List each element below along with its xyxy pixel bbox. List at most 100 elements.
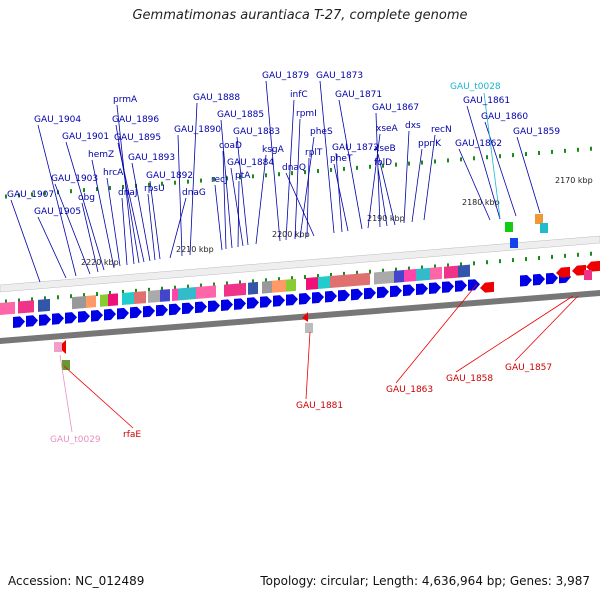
gene-label: GAU_1885 — [217, 110, 264, 120]
gene-arrow-reverse — [302, 312, 308, 322]
gene-arrow-forward — [143, 305, 155, 318]
leader-line — [65, 141, 105, 271]
leader-line — [411, 148, 423, 223]
leader-line — [377, 167, 388, 227]
gene-arrow-forward — [52, 313, 64, 325]
leader-line — [338, 99, 363, 230]
gene-arrow-forward — [403, 284, 415, 297]
gene-arrow-reverse — [556, 266, 570, 278]
gene-label: GAU_1895 — [114, 133, 161, 143]
label-leaders — [10, 80, 579, 433]
gene-label: dxs — [405, 121, 421, 131]
leader-line — [91, 159, 115, 269]
leader-line — [367, 133, 381, 229]
leader-line — [236, 136, 249, 246]
gene-arrow-forward — [247, 297, 259, 309]
gene-arrow-forward — [520, 274, 532, 287]
cog-band — [444, 265, 458, 279]
gene-label: ptA — [235, 171, 251, 181]
gene-label: rfaE — [123, 430, 141, 440]
feature-box — [62, 360, 70, 370]
cog-band — [306, 277, 318, 291]
gene-arrow-forward — [390, 285, 402, 298]
gene-label: GAU_1862 — [455, 139, 502, 149]
cog-band — [330, 272, 370, 289]
gene-label: recJ — [211, 175, 228, 185]
gene-arrow-forward — [533, 273, 545, 286]
gene-arrow-forward — [117, 307, 129, 320]
gene-label: prmA — [113, 95, 138, 105]
gene-arrow-forward — [26, 315, 38, 327]
leader-line — [403, 130, 410, 224]
leader-line — [149, 180, 161, 260]
leader-line — [169, 197, 187, 259]
leader-line — [484, 121, 517, 217]
gene-label: GAU_1907 — [7, 190, 54, 200]
leader-line — [117, 142, 145, 263]
cog-band — [122, 292, 134, 306]
scale-label: 2180 kbp — [462, 198, 500, 207]
leader-line — [189, 102, 198, 256]
feature-box — [305, 323, 313, 333]
map-title: Gemmatimonas aurantiaca T-27, complete g… — [132, 8, 468, 23]
leader-line — [115, 124, 140, 264]
gene-arrow-forward — [286, 294, 298, 306]
leader-line — [305, 331, 311, 400]
scale-label: 2220 kbp — [81, 258, 119, 267]
gene-label: GAU_1903 — [51, 174, 98, 184]
feature-box — [535, 214, 543, 224]
gene-label: infC — [290, 90, 308, 100]
leader-line — [458, 148, 491, 221]
gene-label: GAU_1893 — [128, 153, 175, 163]
leader-line — [335, 152, 343, 233]
cog-band — [108, 293, 118, 307]
cog-band — [18, 300, 34, 314]
leader-line — [10, 199, 41, 283]
gene-arrow-forward — [299, 293, 311, 305]
gene-label: GAU_1883 — [233, 127, 280, 137]
gene-label: GAU_1861 — [463, 96, 510, 106]
leader-line — [423, 134, 436, 221]
cog-band — [458, 264, 470, 278]
leader-line — [177, 134, 183, 257]
gene-label: GAU_1884 — [227, 158, 274, 168]
cog-band — [172, 288, 178, 301]
gene-label: rpsU — [144, 184, 165, 194]
gene-label: GAU_1904 — [34, 115, 81, 125]
cog-band — [286, 278, 296, 292]
cog-band — [72, 295, 86, 310]
cog-band — [318, 276, 330, 290]
leader-line — [466, 105, 501, 220]
gene-arrow-forward — [156, 304, 168, 317]
gene-label: GAU_1863 — [386, 385, 433, 395]
gene-label: dnaG — [182, 188, 206, 198]
gene-label: pheT — [330, 154, 353, 164]
cog-band — [224, 282, 246, 297]
scale-label: 2170 kbp — [555, 176, 593, 185]
gene-label: GAU_1896 — [112, 115, 159, 125]
feature-box — [54, 342, 62, 352]
gene-label: GAU_1859 — [513, 127, 560, 137]
gene-label: hemZ — [88, 150, 114, 160]
gene-arrow-forward — [338, 289, 350, 302]
gene-label: pheS — [310, 127, 333, 137]
cog-band — [394, 270, 404, 283]
gene-arrow-forward — [130, 306, 142, 319]
gene-label: xseA — [376, 124, 399, 134]
gene-arrow-forward — [39, 314, 51, 326]
gene-label: coaD — [219, 141, 242, 151]
gene-label: GAU_1872 — [332, 143, 379, 153]
gene-label: rplT — [305, 148, 323, 158]
gene-arrow-forward — [234, 298, 246, 310]
gene-arrow-forward — [377, 286, 389, 299]
cog-band — [178, 286, 196, 301]
genome-backbone — [0, 235, 600, 344]
gene-arrow-forward — [91, 309, 103, 322]
gene-label: GAU_1867 — [372, 103, 419, 113]
leader-line — [299, 136, 315, 239]
trna-label: GAU_t0028 — [450, 82, 501, 92]
gene-label: ksgA — [262, 145, 285, 155]
gene-label: folD — [374, 158, 392, 168]
leader-line — [54, 183, 91, 275]
